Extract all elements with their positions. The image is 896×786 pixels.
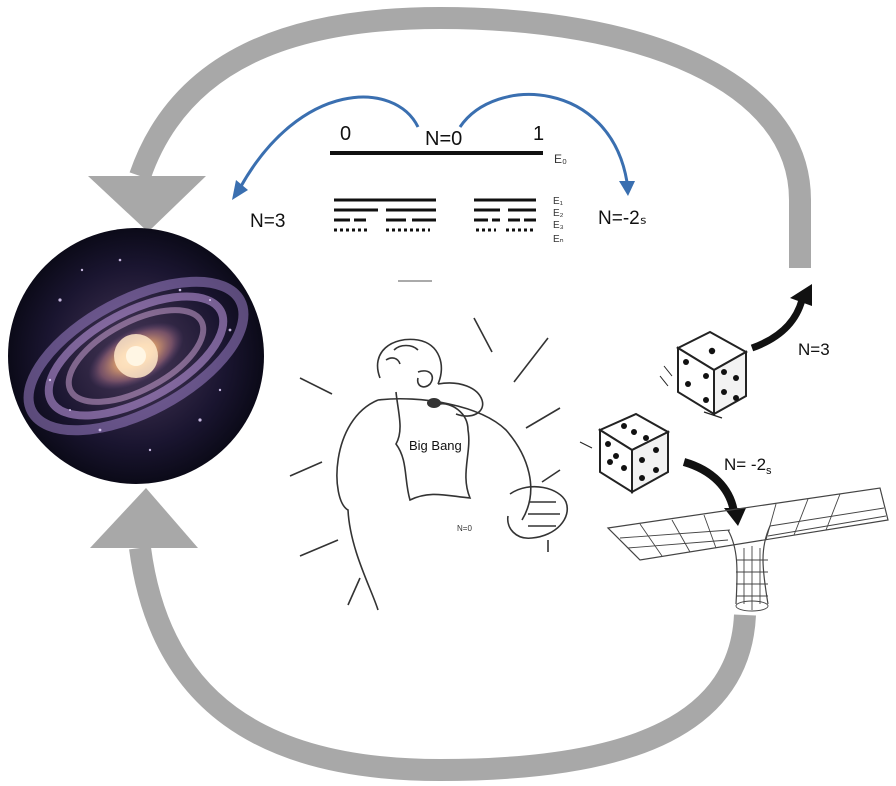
left-outcome-label: N=3 <box>250 211 285 232</box>
scale-left-tick: 0 <box>340 123 351 145</box>
lower-die-outcome: N= -2s <box>724 455 772 477</box>
galaxy-image <box>8 228 264 484</box>
cycle-arrow-bottom <box>90 488 756 782</box>
energy-scale: 0 N=0 1 E₀ E₁ E₂ E <box>330 123 567 245</box>
arrow-lower-die <box>682 458 746 526</box>
lower-die-outcome-main: N= -2 <box>724 455 766 474</box>
die-upper <box>659 330 749 419</box>
cycle-arrow-top <box>88 6 811 268</box>
spacetime-funnel <box>606 487 889 612</box>
arrow-upper-die <box>750 284 812 352</box>
figure-hand-text: N=0 <box>457 524 472 533</box>
scale-right-tick: 1 <box>533 123 544 145</box>
level-label-3: E₃ <box>553 220 564 231</box>
energy-level-dashes <box>334 198 536 232</box>
level-label-2: E₂ <box>553 208 564 219</box>
ground-state-label: E₀ <box>554 152 567 166</box>
figure-illustration <box>289 317 569 611</box>
upper-die-outcome: N=3 <box>798 340 830 359</box>
figure-belly-text: Big Bang <box>409 438 462 453</box>
curved-arrow-left <box>232 95 420 200</box>
scale-center-label: N=0 <box>425 128 462 150</box>
lower-die-outcome-sub: s <box>766 465 772 477</box>
level-label-n: Eₙ <box>553 234 564 245</box>
right-outcome-label: N=-2ₛ <box>598 208 647 229</box>
die-lower <box>579 412 671 494</box>
level-label-1: E₁ <box>553 196 564 207</box>
curved-arrow-right <box>458 93 635 196</box>
